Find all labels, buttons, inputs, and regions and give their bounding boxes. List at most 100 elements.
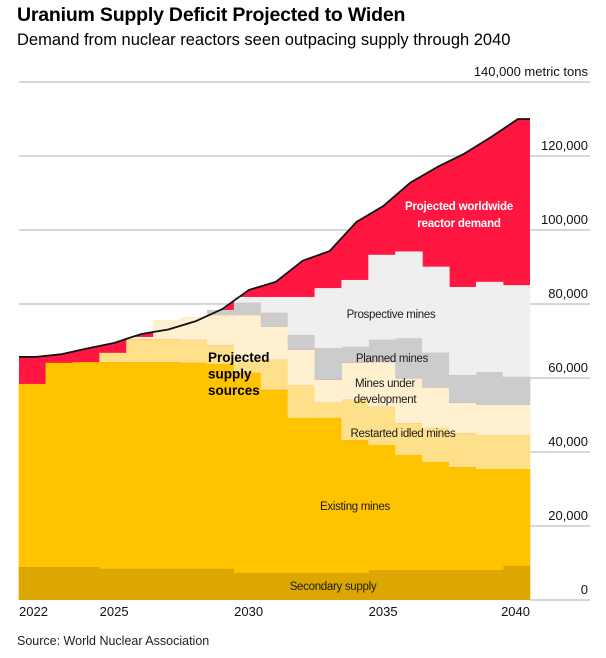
bar-segment — [368, 339, 396, 363]
bar-segment — [368, 362, 396, 407]
bar-segment — [180, 362, 208, 569]
bar-segment — [206, 309, 235, 316]
supply-sources-label: sources — [208, 383, 260, 398]
bar-segment — [180, 568, 208, 600]
series-existing-mines — [18, 362, 531, 573]
bar-segment — [287, 417, 316, 573]
bar-segment — [180, 316, 208, 340]
bar-segment — [260, 326, 289, 360]
bar-segment — [475, 405, 504, 435]
bar-segment — [72, 567, 100, 600]
bar-segment — [502, 285, 531, 377]
bar-segment — [206, 315, 235, 346]
bar-segment — [395, 251, 423, 339]
bar-segment — [287, 296, 316, 336]
x-tick-label: 2022 — [19, 604, 48, 619]
bar-segment — [206, 568, 235, 600]
bar-segment — [287, 349, 316, 386]
bar-segment — [287, 572, 316, 600]
bar-segment — [422, 570, 450, 600]
series-labels: Projected worldwide reactor demand Prospec… — [208, 201, 513, 593]
secondary-supply-label: Secondary supply — [290, 581, 377, 593]
bar-segment — [475, 434, 504, 470]
series-prospective-mines — [233, 251, 531, 377]
bar-segment — [233, 372, 262, 573]
bar-segment — [368, 406, 396, 445]
bar-segment — [422, 352, 450, 388]
bar-segment — [449, 286, 477, 376]
bar-segment — [99, 352, 127, 363]
y-tick-label: 140,000 metric tons — [474, 64, 589, 79]
bar-segment — [502, 565, 531, 600]
demand-line — [19, 118, 530, 358]
x-tick-label: 2035 — [369, 604, 398, 619]
bar-segment — [422, 266, 450, 353]
bar-segment — [368, 570, 396, 600]
bar-segment — [287, 385, 316, 418]
bar-segment — [260, 296, 289, 313]
supply-layers — [18, 251, 531, 600]
bar-segment — [260, 572, 289, 600]
series-planned-mines — [206, 302, 531, 406]
demand-line-group — [19, 118, 530, 358]
bar-segment — [395, 570, 423, 600]
bar-segment — [449, 375, 477, 403]
existing-mines-label: Existing mines — [320, 501, 390, 513]
bar-segment — [45, 362, 74, 568]
supply-sources-label: supply — [208, 367, 252, 382]
x-tick-label: 2030 — [234, 604, 263, 619]
bar-segment — [126, 339, 154, 363]
bar-segment — [449, 433, 477, 468]
bar-segment — [314, 348, 343, 380]
bar-segment — [341, 346, 369, 363]
y-tick-label: 100,000 — [541, 212, 588, 227]
bar-segment — [45, 567, 74, 600]
bar-segment — [260, 389, 289, 573]
bar-segment — [475, 570, 504, 600]
demand-label: reactor demand — [417, 218, 501, 230]
y-tick-label: 40,000 — [548, 434, 588, 449]
bar-segment — [422, 461, 450, 571]
bar-segment — [126, 336, 154, 340]
y-tick-label: 0 — [581, 582, 588, 597]
bar-segment — [341, 279, 369, 347]
bar-segment — [314, 572, 343, 600]
chart-title: Uranium Supply Deficit Projected to Wide… — [17, 4, 406, 26]
bar-segment — [260, 359, 289, 390]
y-tick-label: 20,000 — [548, 508, 588, 523]
series-mines-under-development — [126, 315, 531, 435]
bar-segment — [126, 362, 154, 569]
bar-segment — [422, 427, 450, 462]
series-restarted-idled-mines — [99, 339, 531, 470]
uranium-chart: 0 20,000 40,000 60,000 80,000 100,000 120,000 1… — [18, 64, 590, 619]
y-tick-label: 120,000 — [541, 138, 588, 153]
x-tick-label: 2025 — [100, 604, 129, 619]
bar-segment — [99, 568, 127, 600]
y-tick-label: 80,000 — [548, 286, 588, 301]
bar-segment — [395, 423, 423, 455]
bar-segment — [475, 372, 504, 406]
demand-label: Projected worldwide — [405, 201, 513, 213]
bar-segment — [233, 359, 262, 373]
bar-segment — [314, 402, 343, 418]
bar-segment — [206, 345, 235, 364]
bar-segment — [395, 378, 423, 424]
bar-segment — [99, 362, 127, 569]
bar-segment — [341, 399, 369, 441]
bar-segment — [260, 312, 289, 327]
bar-segment — [341, 440, 369, 573]
bar-segment — [126, 568, 154, 600]
bar-segment — [449, 467, 477, 571]
source-note: Source: World Nuclear Association — [17, 634, 210, 648]
bar-segment — [395, 454, 423, 571]
bar-segment — [502, 469, 531, 566]
bar-segment — [368, 254, 396, 340]
bar-segment — [449, 402, 477, 434]
y-tick-label: 60,000 — [548, 360, 588, 375]
bar-segment — [180, 339, 208, 363]
mines-under-development-label: Mines under — [355, 378, 415, 390]
bar-segment — [153, 362, 181, 569]
bar-segment — [18, 567, 47, 600]
bar-segment — [475, 281, 504, 373]
bar-segment — [206, 363, 235, 569]
